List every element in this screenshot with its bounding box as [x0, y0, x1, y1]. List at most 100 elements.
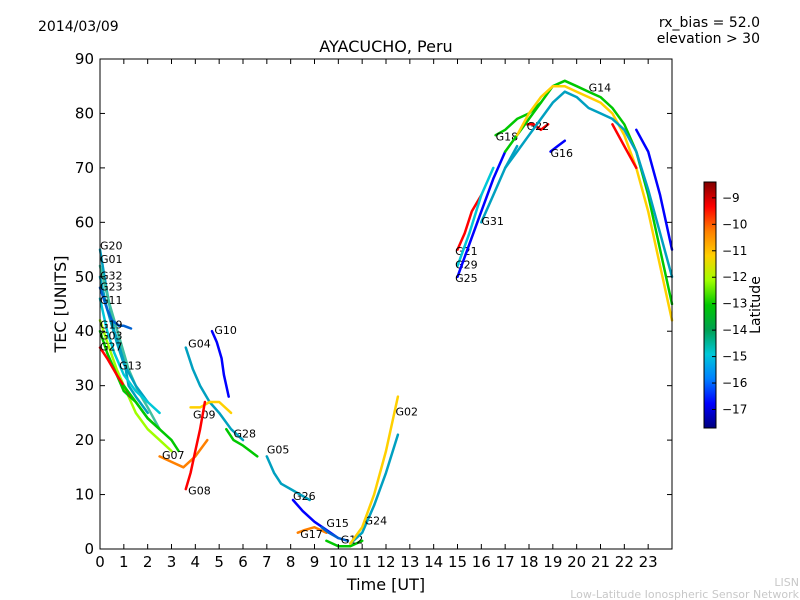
- series-label-g14: G14: [589, 82, 612, 95]
- x-tick-label: 11: [353, 553, 372, 571]
- x-tick-label: 21: [591, 553, 610, 571]
- colorbar-tick-label: −15: [722, 350, 747, 364]
- series-line-g07: [158, 438, 209, 469]
- x-tick-label: 4: [191, 553, 201, 571]
- colorbar: [703, 181, 717, 429]
- series-label-g28: G28: [233, 427, 256, 440]
- series-line-g15: [320, 525, 350, 543]
- series-label-g27: G27: [100, 340, 123, 353]
- y-axis-label: TEC [UNITS]: [51, 256, 70, 354]
- series-line-g04: [184, 346, 245, 442]
- x-tick-label: 3: [167, 553, 177, 571]
- series-label-g17: G17: [300, 528, 323, 541]
- date-label: 2014/03/09: [38, 19, 119, 35]
- series-line-g25: [456, 150, 507, 279]
- colorbar-tick-label: −12: [722, 270, 747, 284]
- x-tick-label: 16: [472, 553, 491, 571]
- y-tick-label: 60: [75, 213, 94, 231]
- series-line-g05: [265, 455, 311, 502]
- series-line-g10: [210, 329, 230, 398]
- series-line-g01: [98, 264, 161, 431]
- colorbar-label: Latitude: [748, 276, 764, 334]
- series-label-g26: G26: [293, 490, 316, 503]
- series-label-g25: G25: [455, 272, 478, 285]
- y-tick-label: 0: [84, 540, 94, 558]
- series-label-g09: G09: [193, 408, 216, 421]
- y-tick-label: 80: [75, 104, 94, 122]
- series-line-g12: [325, 539, 364, 548]
- x-tick-label: 5: [214, 553, 224, 571]
- credit-short: LISN: [774, 576, 799, 589]
- series-line-g22: [525, 123, 550, 132]
- series-line-g19: [98, 319, 173, 453]
- series-label-g20: G20: [100, 240, 123, 253]
- series-line-g24: [349, 433, 400, 545]
- series-line-g02: [349, 395, 400, 545]
- series-label-g02: G02: [396, 406, 419, 419]
- x-tick-label: 12: [376, 553, 395, 571]
- x-tick-label: 6: [238, 553, 248, 571]
- series-label-g23: G23: [100, 280, 123, 293]
- x-axis-label: Time [UT]: [346, 575, 425, 594]
- credit-long: Low-Latitude Ionospheric Sensor Network: [570, 588, 799, 600]
- series-label-g07: G07: [162, 449, 185, 462]
- y-tick-label: 70: [75, 159, 94, 177]
- x-tick-label: 22: [615, 553, 634, 571]
- x-tick-label: 14: [424, 553, 443, 571]
- series-label-g31: G31: [481, 215, 504, 228]
- x-tick-label: 19: [543, 553, 562, 571]
- series-line-g14: [503, 79, 674, 306]
- colorbar-tick-label: −14: [722, 323, 747, 337]
- series-line-g08: [184, 400, 207, 491]
- series-label-g11: G11: [100, 294, 123, 307]
- series-label-g16: G16: [550, 147, 573, 160]
- x-tick-label: 1: [119, 553, 129, 571]
- y-tick-label: 10: [75, 486, 94, 504]
- series-label-g15: G15: [326, 517, 349, 530]
- x-tick-label: 7: [262, 553, 272, 571]
- series-line-g29: [456, 166, 495, 268]
- x-tick-label: 23: [639, 553, 658, 571]
- colorbar-tick-label: −16: [722, 376, 747, 390]
- x-tick-label: 20: [567, 553, 586, 571]
- series-label-g32: G32: [100, 270, 123, 283]
- x-tick-label: 18: [519, 553, 538, 571]
- series-line-g28: [225, 427, 259, 458]
- series-line-g14d: [611, 123, 638, 170]
- colorbar-tick-label: −11: [722, 244, 747, 258]
- series-line-g13: [122, 384, 180, 453]
- series-label-g13: G13: [119, 359, 142, 372]
- chart-title: AYACUCHO, Peru: [319, 37, 452, 56]
- series-line-g21: [456, 193, 483, 251]
- series-line-g14e: [635, 128, 674, 251]
- y-tick-label: 30: [75, 377, 94, 395]
- series-label-g01: G01: [100, 253, 123, 266]
- x-tick-label: 15: [448, 553, 467, 571]
- colorbar-ticks: −9 −10 −11 −12 −13 −14 −15 −16 −17: [712, 191, 747, 416]
- y-tick-label: 20: [75, 431, 94, 449]
- elevation-label: elevation > 30: [657, 31, 760, 47]
- series-label-g19: G19: [100, 319, 123, 332]
- x-tick-label: 17: [496, 553, 515, 571]
- colorbar-tick-label: −17: [722, 402, 747, 416]
- x-tick-label: 8: [286, 553, 296, 571]
- y-tick-label: 40: [75, 322, 94, 340]
- series-label-g24: G24: [365, 515, 388, 528]
- series-line-g31: [480, 144, 519, 224]
- series-line-g09: [189, 400, 233, 415]
- series-label-g05: G05: [267, 444, 290, 457]
- series-line-g16: [549, 139, 567, 153]
- series-label-g03: G03: [100, 329, 123, 342]
- colorbar-tick-label: −10: [722, 217, 747, 231]
- rx-bias-label: rx_bias = 52.0: [659, 15, 760, 31]
- x-tick-label: 2: [143, 553, 153, 571]
- y-tick-label: 90: [75, 50, 94, 68]
- series-line-g14b: [515, 84, 674, 322]
- series-label-g04: G04: [188, 338, 211, 351]
- x-tick-label: 9: [310, 553, 320, 571]
- series-line-g23: [98, 286, 133, 330]
- series-label-g10: G10: [214, 324, 237, 337]
- series-line-g14c: [503, 90, 674, 279]
